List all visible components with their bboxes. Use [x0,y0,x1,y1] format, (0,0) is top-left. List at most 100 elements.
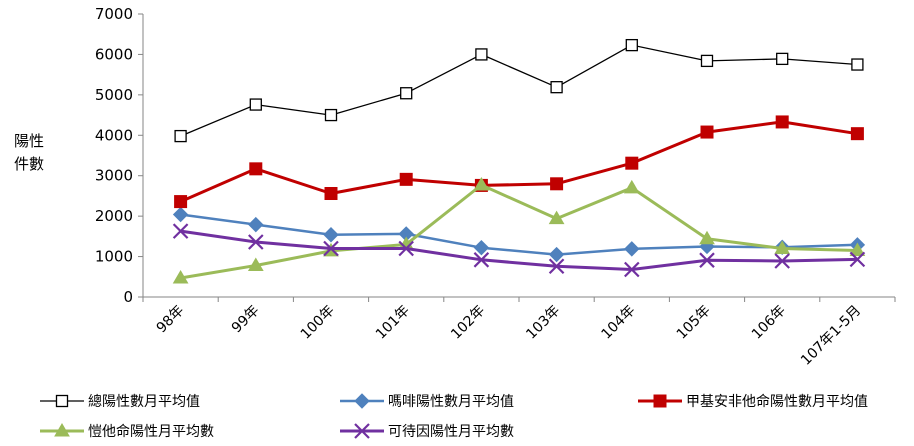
data-point-x-stroke [774,253,790,269]
y-axis-label-line2: 件數 [14,155,44,173]
x-tick-label: 102年 [448,303,488,343]
data-point-diamond [172,206,189,223]
data-point-square [700,125,714,139]
data-point-triangle [172,270,189,284]
data-point-x [323,240,339,257]
series-3 [172,177,866,284]
data-point-square-open [249,98,262,111]
data-point-x-stroke [323,240,339,257]
data-point-triangle [623,179,640,194]
data-point-x-stroke [548,258,565,275]
x-tick-label: 98年 [154,303,188,337]
data-point-triangle [699,230,715,245]
legend-label: 總陽性數月平均值 [88,393,200,410]
data-point-square [850,127,864,141]
data-point-square [249,162,263,176]
data-point-triangle [849,242,866,257]
series-layer [172,38,866,284]
series-line [180,213,858,256]
data-point-x [473,252,490,268]
data-point-triangle [473,177,490,191]
series-line [180,120,858,203]
data-point-x-stroke [354,423,370,439]
data-point-square-open [324,108,338,122]
x-tick-label: 99年 [229,303,263,337]
data-point-x-stroke [473,252,490,268]
data-point-square-open [550,81,563,94]
x-tick-label: 103年 [523,303,563,343]
series-line [180,229,858,271]
legend-item: 甲基安非他命陽性數月平均值 [638,393,868,410]
x-tick-label: 101年 [373,303,413,343]
x-tick-label: 100年 [298,303,338,343]
data-point-x [699,252,715,268]
data-point-x-stroke [248,234,264,250]
data-point-x-stroke [624,261,640,278]
legend-item: 可待因陽性月平均數 [340,423,514,440]
data-point-x [398,240,414,257]
data-point-diamond [354,393,370,409]
data-point-x-stroke [849,251,866,268]
data-point-x-stroke [172,223,189,239]
data-point-diamond [548,246,565,263]
series-1 [172,206,866,263]
legend-item: 愷他命陽性月平均數 [40,423,214,440]
legend-item: 總陽性數月平均值 [40,393,200,410]
y-tick-label: 5000 [95,86,133,104]
data-point-square-open [55,394,69,408]
data-point-x [624,261,640,278]
data-point-square-open [625,38,638,52]
data-point-diamond [473,239,490,256]
series-line [180,44,858,137]
data-point-square [324,187,338,201]
x-tick-label: 105年 [674,303,714,343]
series-4 [172,223,866,278]
y-tick-label: 1000 [95,248,133,266]
data-point-x [354,423,370,439]
y-tick-label: 7000 [95,5,133,23]
data-point-triangle [247,257,264,271]
y-tick-label: 4000 [95,126,133,144]
data-point-x-stroke [398,240,414,257]
series-2 [174,115,864,209]
x-ticks: 98年 99年 100年 101年 102年 103年 104年 105年 106年 107年1-… [142,297,896,369]
data-point-square-open [851,58,864,71]
data-point-triangle [774,240,791,254]
data-point-square-open [776,52,789,66]
legend-label: 可待因陽性月平均數 [388,424,514,440]
x-tick-label: 104年 [599,303,639,343]
data-point-x [548,258,565,275]
data-point-x [248,234,264,250]
data-point-diamond [624,241,640,257]
series-line [180,183,858,280]
y-tick-label: 2000 [95,207,133,225]
y-ticks: 0 1000 2000 3000 4000 5000 6000 7000 [95,5,143,306]
data-point-x-stroke [699,252,715,268]
data-point-diamond [323,227,339,243]
data-point-square [653,394,667,408]
data-point-triangle [548,210,565,225]
data-point-square-open [700,54,714,68]
y-tick-label: 6000 [95,45,133,63]
legend-item: 嗎啡陽性數月平均值 [340,393,514,410]
data-point-square [174,195,188,209]
legend-label: 嗎啡陽性數月平均值 [388,394,514,410]
data-point-square-open [174,129,187,143]
data-point-triangle [54,423,70,437]
data-point-x [774,253,790,269]
data-point-square [775,115,789,129]
series-0 [174,38,864,143]
data-point-square [399,172,413,186]
data-point-x [849,251,866,268]
data-point-square-open [400,87,413,100]
y-tick-label: 0 [123,288,133,306]
y-tick-label: 3000 [95,167,133,185]
data-point-x [172,223,189,239]
y-axis-label-line1: 陽性 [14,132,44,150]
x-tick-label: 107年1-5月 [798,303,864,369]
data-point-diamond [248,216,264,233]
data-point-square-open [475,48,488,61]
